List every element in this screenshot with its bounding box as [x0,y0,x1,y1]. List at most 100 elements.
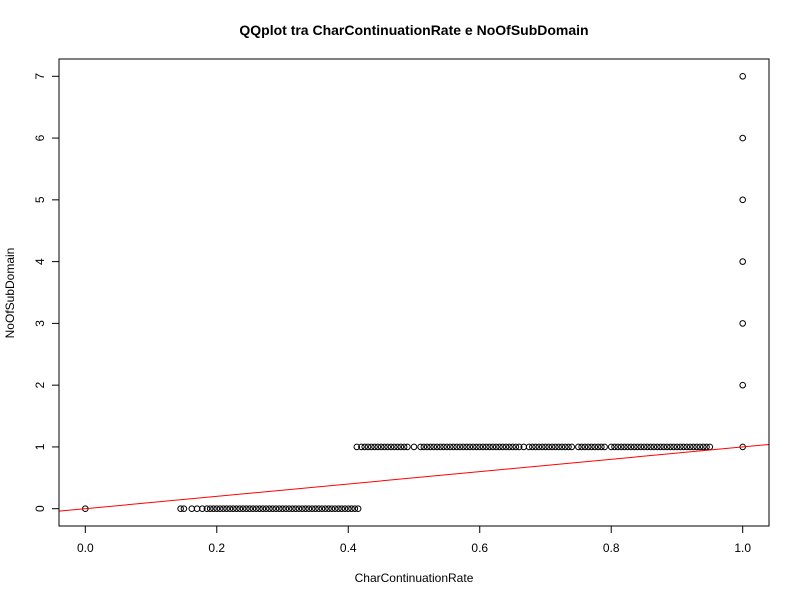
data-point [199,505,206,513]
data-point [351,505,359,513]
data-point [381,443,388,451]
data-point [584,443,592,451]
data-point [588,443,595,451]
data-point [693,443,700,451]
data-point [558,443,566,451]
x-tick-label: 0.6 [471,541,488,555]
data-point [256,505,263,513]
x-tick-label: 0.8 [603,541,620,555]
data-point [499,443,507,451]
data-point [650,443,658,451]
data-point [233,505,240,513]
data-point [545,443,553,451]
data-point [236,505,244,513]
data-point [676,443,684,451]
data-point [321,505,329,513]
data-point [285,505,293,513]
data-point [446,443,454,451]
data-point [634,443,641,451]
data-point [440,443,447,451]
y-tick-label: 4 [33,258,47,265]
data-point [627,443,635,451]
data-point [377,443,385,451]
y-tick-label: 2 [33,382,47,389]
data-point [341,505,349,513]
data-point [739,134,747,142]
data-point [653,443,661,451]
data-point [456,443,464,451]
data-point [529,443,536,451]
data-point [525,443,533,451]
data-point [397,443,405,451]
data-point [496,443,503,451]
data-point [630,443,638,451]
data-point [318,505,326,513]
data-point [483,443,490,451]
y-tick-label: 5 [33,196,47,203]
data-point [509,443,516,451]
data-point [387,443,395,451]
data-point [611,443,618,451]
data-point [344,505,352,513]
data-point [282,505,290,513]
plot-area [59,73,769,513]
data-point [308,505,316,513]
data-point [213,505,221,513]
data-point [512,443,520,451]
data-point [552,443,559,451]
data-point [739,196,747,204]
data-point [699,443,707,451]
data-point [367,443,375,451]
data-point [384,443,392,451]
data-point [206,505,214,513]
data-point [298,505,306,513]
data-point [410,443,418,451]
x-tick-label: 1.0 [734,541,751,555]
data-point [266,505,273,513]
data-point [220,505,227,513]
data-point [305,505,313,513]
data-point [443,443,451,451]
data-point [394,443,401,451]
data-point [348,505,355,513]
data-point [279,505,286,513]
data-point [640,443,648,451]
data-point [489,443,497,451]
data-point [469,443,477,451]
data-point [275,505,283,513]
data-point [548,443,556,451]
data-point [390,443,398,451]
data-point [216,505,224,513]
data-point [353,443,361,451]
data-point [479,443,487,451]
axes: 0.0 0.2 0.4 0.6 0.8 1.0 0 1 2 3 4 5 6 7 [33,58,770,555]
data-point [430,443,438,451]
data-point [292,505,299,513]
data-point [229,505,237,513]
data-point [621,443,628,451]
data-point [364,443,372,451]
data-point [686,443,694,451]
data-point [203,505,211,513]
data-point [243,505,250,513]
data-point [460,443,467,451]
data-point [354,505,362,513]
data-point [506,443,513,451]
data-point [739,258,747,265]
data-point [437,443,444,451]
data-point [565,443,572,451]
data-point [404,443,411,451]
data-point [427,443,434,451]
data-point [423,443,431,451]
data-point [637,443,645,451]
y-tick-label: 7 [33,73,47,80]
data-point [374,443,382,451]
data-point [601,443,608,451]
y-tick-label: 6 [33,134,47,141]
data-point [591,443,599,451]
data-point [361,443,368,451]
data-point [239,505,247,513]
data-point [417,443,424,451]
